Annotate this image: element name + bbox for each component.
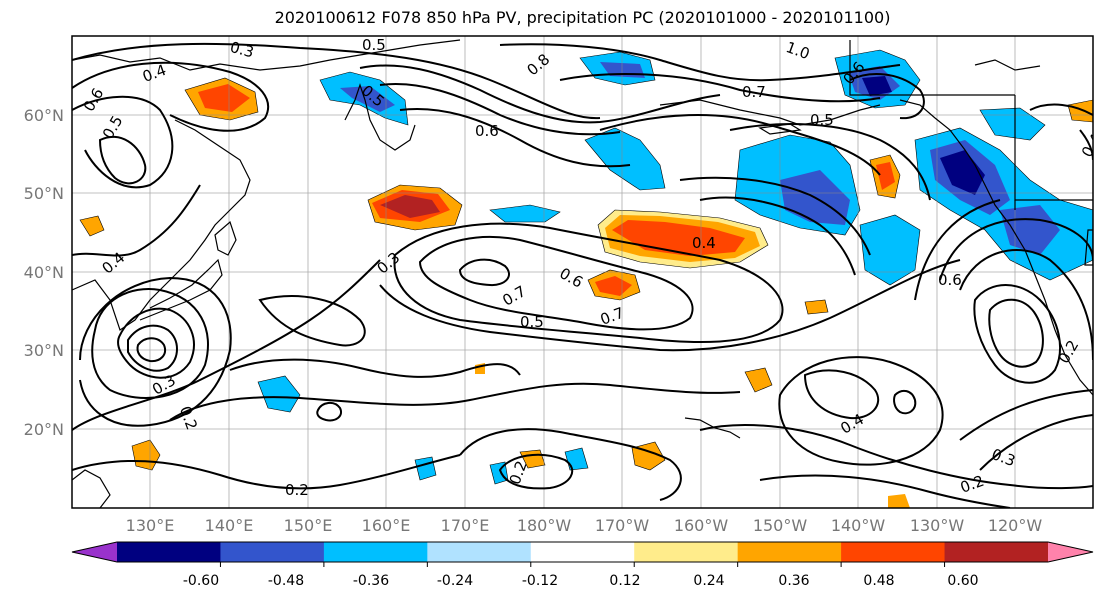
- colorbar-swatch: [427, 542, 532, 562]
- colorbar-swatch: [530, 542, 635, 562]
- contour-label: 0.6: [938, 271, 962, 289]
- lon-label: 140°W: [831, 516, 886, 535]
- contour-label: 0.5: [520, 313, 544, 331]
- colorbar-extend-high: [1048, 542, 1093, 562]
- lat-label-40n: 40°N: [24, 263, 64, 282]
- lat-label-20n: 20°N: [24, 420, 64, 439]
- colorbar-swatch: [117, 542, 221, 562]
- contour-label: 0.6: [475, 122, 499, 140]
- colorbar: [71, 541, 1094, 567]
- colorbar-outline: [71, 541, 1094, 563]
- contour-label: 0.5: [810, 111, 834, 129]
- coastlines: [72, 39, 1093, 508]
- contour-label: 0.3: [228, 38, 256, 62]
- colorbar-swatch: [220, 542, 325, 562]
- lon-label: 140°E: [205, 516, 254, 535]
- colorbar-tick-label: 0.36: [778, 573, 809, 589]
- colorbar-swatch: [323, 542, 428, 562]
- lon-label: 130°W: [910, 516, 965, 535]
- lat-label-50n: 50°N: [24, 184, 64, 203]
- precipitation-shading: [79, 49, 1093, 508]
- colorbar-swatch: [841, 542, 946, 562]
- colorbar-extend-low: [72, 542, 117, 562]
- graticule: [72, 36, 1093, 508]
- colorbar-swatch: [944, 542, 1049, 562]
- contour-label: 0.2: [285, 481, 309, 499]
- plot-area: 0.3 0.5 0.4 0.6 0.5 0.5 0.6 0.8 1.0 0.7 …: [72, 36, 1093, 508]
- colorbar-tick-label: 0.12: [609, 573, 640, 589]
- colorbar-tick-label: -0.12: [522, 573, 558, 589]
- contour-label: 0.5: [362, 36, 386, 54]
- colorbar-tick-labels: -0.60 -0.48 -0.36 -0.24 -0.12 0.12 0.24 …: [183, 573, 979, 589]
- contour-label: 0.7: [742, 83, 766, 101]
- colorbar-tick-label: -0.60: [183, 573, 219, 589]
- plot-border: [71, 35, 1094, 509]
- colorbar-tick-label: -0.36: [353, 573, 389, 589]
- lat-label-60n: 60°N: [24, 106, 64, 125]
- colorbar-swatch: [737, 542, 842, 562]
- longitude-labels: 130°E 140°E 150°E 160°E 170°E 180°W 170°…: [126, 516, 1043, 535]
- lon-label: 160°W: [674, 516, 729, 535]
- colorbar-tick-label: 0.60: [947, 573, 978, 589]
- latitude-labels: 60°N 50°N 40°N 30°N 20°N: [24, 106, 64, 439]
- lon-label: 170°W: [595, 516, 650, 535]
- lon-label: 150°E: [284, 516, 333, 535]
- lon-label: 120°W: [988, 516, 1043, 535]
- lon-label: 130°E: [126, 516, 175, 535]
- colorbar-tick-label: 0.24: [693, 573, 724, 589]
- colorbar-tick-label: 0.48: [863, 573, 894, 589]
- pv-contours: [72, 42, 1093, 508]
- lon-label: 150°W: [753, 516, 808, 535]
- colorbar-tick-label: -0.48: [268, 573, 304, 589]
- contour-label: 0.4: [692, 234, 716, 252]
- colorbar-tick-label: -0.24: [437, 573, 473, 589]
- lon-label: 170°E: [441, 516, 490, 535]
- map-title: 2020100612 F078 850 hPa PV, precipitatio…: [274, 8, 891, 27]
- lon-label: 160°E: [362, 516, 411, 535]
- lat-label-30n: 30°N: [24, 341, 64, 360]
- colorbar-swatch: [634, 542, 739, 562]
- lon-label: 180°W: [517, 516, 572, 535]
